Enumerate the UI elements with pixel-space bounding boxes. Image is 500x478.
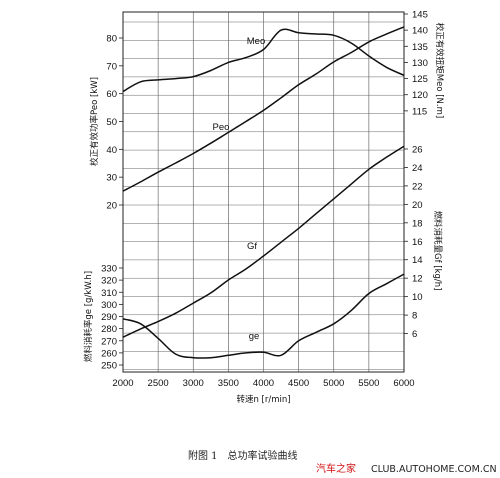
power-axis-label: 校正有效功率Peo [kW] xyxy=(89,77,100,166)
power-tick-label: 20 xyxy=(106,201,117,212)
series-line-meo xyxy=(122,28,405,93)
fuel-tick-label: 14 xyxy=(412,255,423,266)
bsfc-tick-label: 250 xyxy=(101,361,117,372)
series-label-gf: Gf xyxy=(247,241,257,252)
power-tick-label: 80 xyxy=(106,34,117,45)
fuel-tick-label: 8 xyxy=(412,311,417,322)
fuel-tick-label: 18 xyxy=(412,218,423,229)
watermark-url: CLUB.AUTOHOME.COM.CN xyxy=(371,464,497,475)
power-tick-label: 50 xyxy=(106,117,117,128)
bsfc-tick-label: 270 xyxy=(101,336,117,347)
fuel-tick-label: 16 xyxy=(412,237,423,248)
bsfc-tick-label: 320 xyxy=(101,276,117,287)
chart-labels: Meo Peo Gf ge xyxy=(213,36,266,342)
x-tick-label: 5000 xyxy=(323,378,344,389)
bsfc-tick-label: 310 xyxy=(101,288,117,299)
x-tick-label: 5500 xyxy=(358,378,379,389)
bsfc-tick-label: 290 xyxy=(101,312,117,323)
power-tick-label: 30 xyxy=(106,173,117,184)
x-axis-label: 转速n [r/min] xyxy=(236,394,290,405)
bsfc-tick-label: 280 xyxy=(101,324,117,335)
torque-tick-label: 130 xyxy=(412,58,428,69)
x-tick-label: 4500 xyxy=(288,378,309,389)
torque-tick-label: 140 xyxy=(412,26,428,37)
fuel-tick-label: 26 xyxy=(412,145,423,156)
chart-series xyxy=(122,26,405,359)
torque-tick-label: 125 xyxy=(412,74,428,85)
bsfc-tick-label: 300 xyxy=(101,300,117,311)
power-tick-label: 60 xyxy=(106,89,117,100)
power-tick-label: 70 xyxy=(106,61,117,72)
fuel-axis-label: 燃料消耗量Gf [kg/h] xyxy=(432,211,443,291)
bsfc-tick-label: 330 xyxy=(101,264,117,275)
plot-frame xyxy=(122,11,405,373)
series-label-ge: ge xyxy=(249,331,260,342)
torque-tick-label: 145 xyxy=(412,10,428,21)
series-line-gf xyxy=(122,145,405,338)
torque-tick-label: 115 xyxy=(412,106,427,117)
fuel-tick-label: 12 xyxy=(412,274,423,285)
fuel-tick-label: 6 xyxy=(412,329,417,340)
fuel-tick-label: 20 xyxy=(412,200,423,211)
watermark-site: 汽车之家 xyxy=(316,462,356,475)
x-tick-label: 2500 xyxy=(148,378,169,389)
fuel-tick-label: 10 xyxy=(412,292,423,303)
torque-axis-label: 校正有效扭矩Meo [N.m] xyxy=(434,23,445,118)
bsfc-axis-label: 燃料消耗率ge [g/kW.h] xyxy=(83,271,94,362)
bsfc-tick-label: 260 xyxy=(101,348,117,359)
fuel-tick-label: 24 xyxy=(412,163,423,174)
x-tick-label: 6000 xyxy=(393,378,414,389)
x-tick-label: 3000 xyxy=(183,378,204,389)
series-label-meo: Meo xyxy=(247,36,265,47)
torque-tick-label: 135 xyxy=(412,42,428,53)
fuel-tick-label: 22 xyxy=(412,181,423,192)
figure-caption: 附图 1 总功率试验曲线 xyxy=(188,449,298,462)
torque-tick-label: 120 xyxy=(412,90,428,101)
chart-grid xyxy=(122,12,405,372)
series-line-peo xyxy=(122,26,405,192)
x-tick-label: 2000 xyxy=(112,378,133,389)
series-label-peo: Peo xyxy=(213,122,230,133)
x-tick-label: 4000 xyxy=(253,378,274,389)
chart-axes: 2000 2500 3000 3500 4000 4500 5000 5500 6000 转速n … xyxy=(83,10,445,406)
x-tick-label: 3500 xyxy=(218,378,239,389)
power-tick-label: 40 xyxy=(106,145,117,156)
series-line-ge xyxy=(122,273,405,359)
